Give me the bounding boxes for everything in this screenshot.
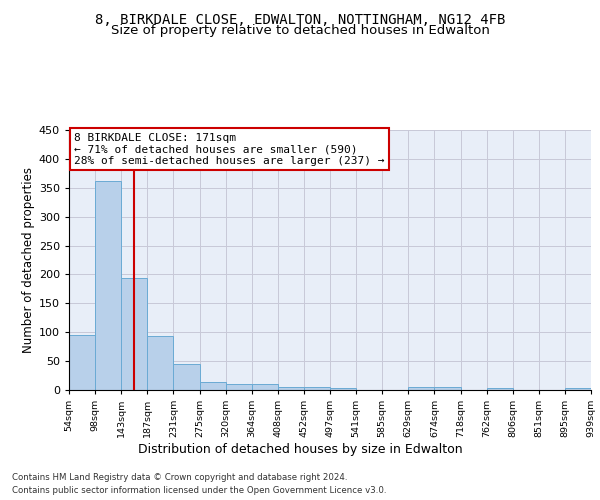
Bar [148, 336, 173, 390]
Bar [434, 387, 461, 390]
Text: 8, BIRKDALE CLOSE, EDWALTON, NOTTINGHAM, NG12 4FB: 8, BIRKDALE CLOSE, EDWALTON, NOTTINGHAM,… [95, 12, 505, 26]
Text: Contains public sector information licensed under the Open Government Licence v3: Contains public sector information licen… [12, 486, 386, 495]
Bar [487, 388, 513, 390]
Text: Distribution of detached houses by size in Edwalton: Distribution of detached houses by size … [137, 442, 463, 456]
Bar [409, 387, 434, 390]
Text: Contains HM Land Registry data © Crown copyright and database right 2024.: Contains HM Land Registry data © Crown c… [12, 472, 347, 482]
Bar [199, 382, 226, 390]
Bar [121, 278, 148, 390]
Bar [565, 388, 591, 390]
Bar [69, 334, 95, 390]
Y-axis label: Number of detached properties: Number of detached properties [22, 167, 35, 353]
Bar [95, 181, 121, 390]
Text: Size of property relative to detached houses in Edwalton: Size of property relative to detached ho… [110, 24, 490, 37]
Bar [226, 384, 252, 390]
Bar [330, 388, 356, 390]
Text: 8 BIRKDALE CLOSE: 171sqm
← 71% of detached houses are smaller (590)
28% of semi-: 8 BIRKDALE CLOSE: 171sqm ← 71% of detach… [74, 132, 385, 166]
Bar [173, 364, 199, 390]
Bar [304, 386, 330, 390]
Bar [252, 384, 278, 390]
Bar [278, 387, 304, 390]
